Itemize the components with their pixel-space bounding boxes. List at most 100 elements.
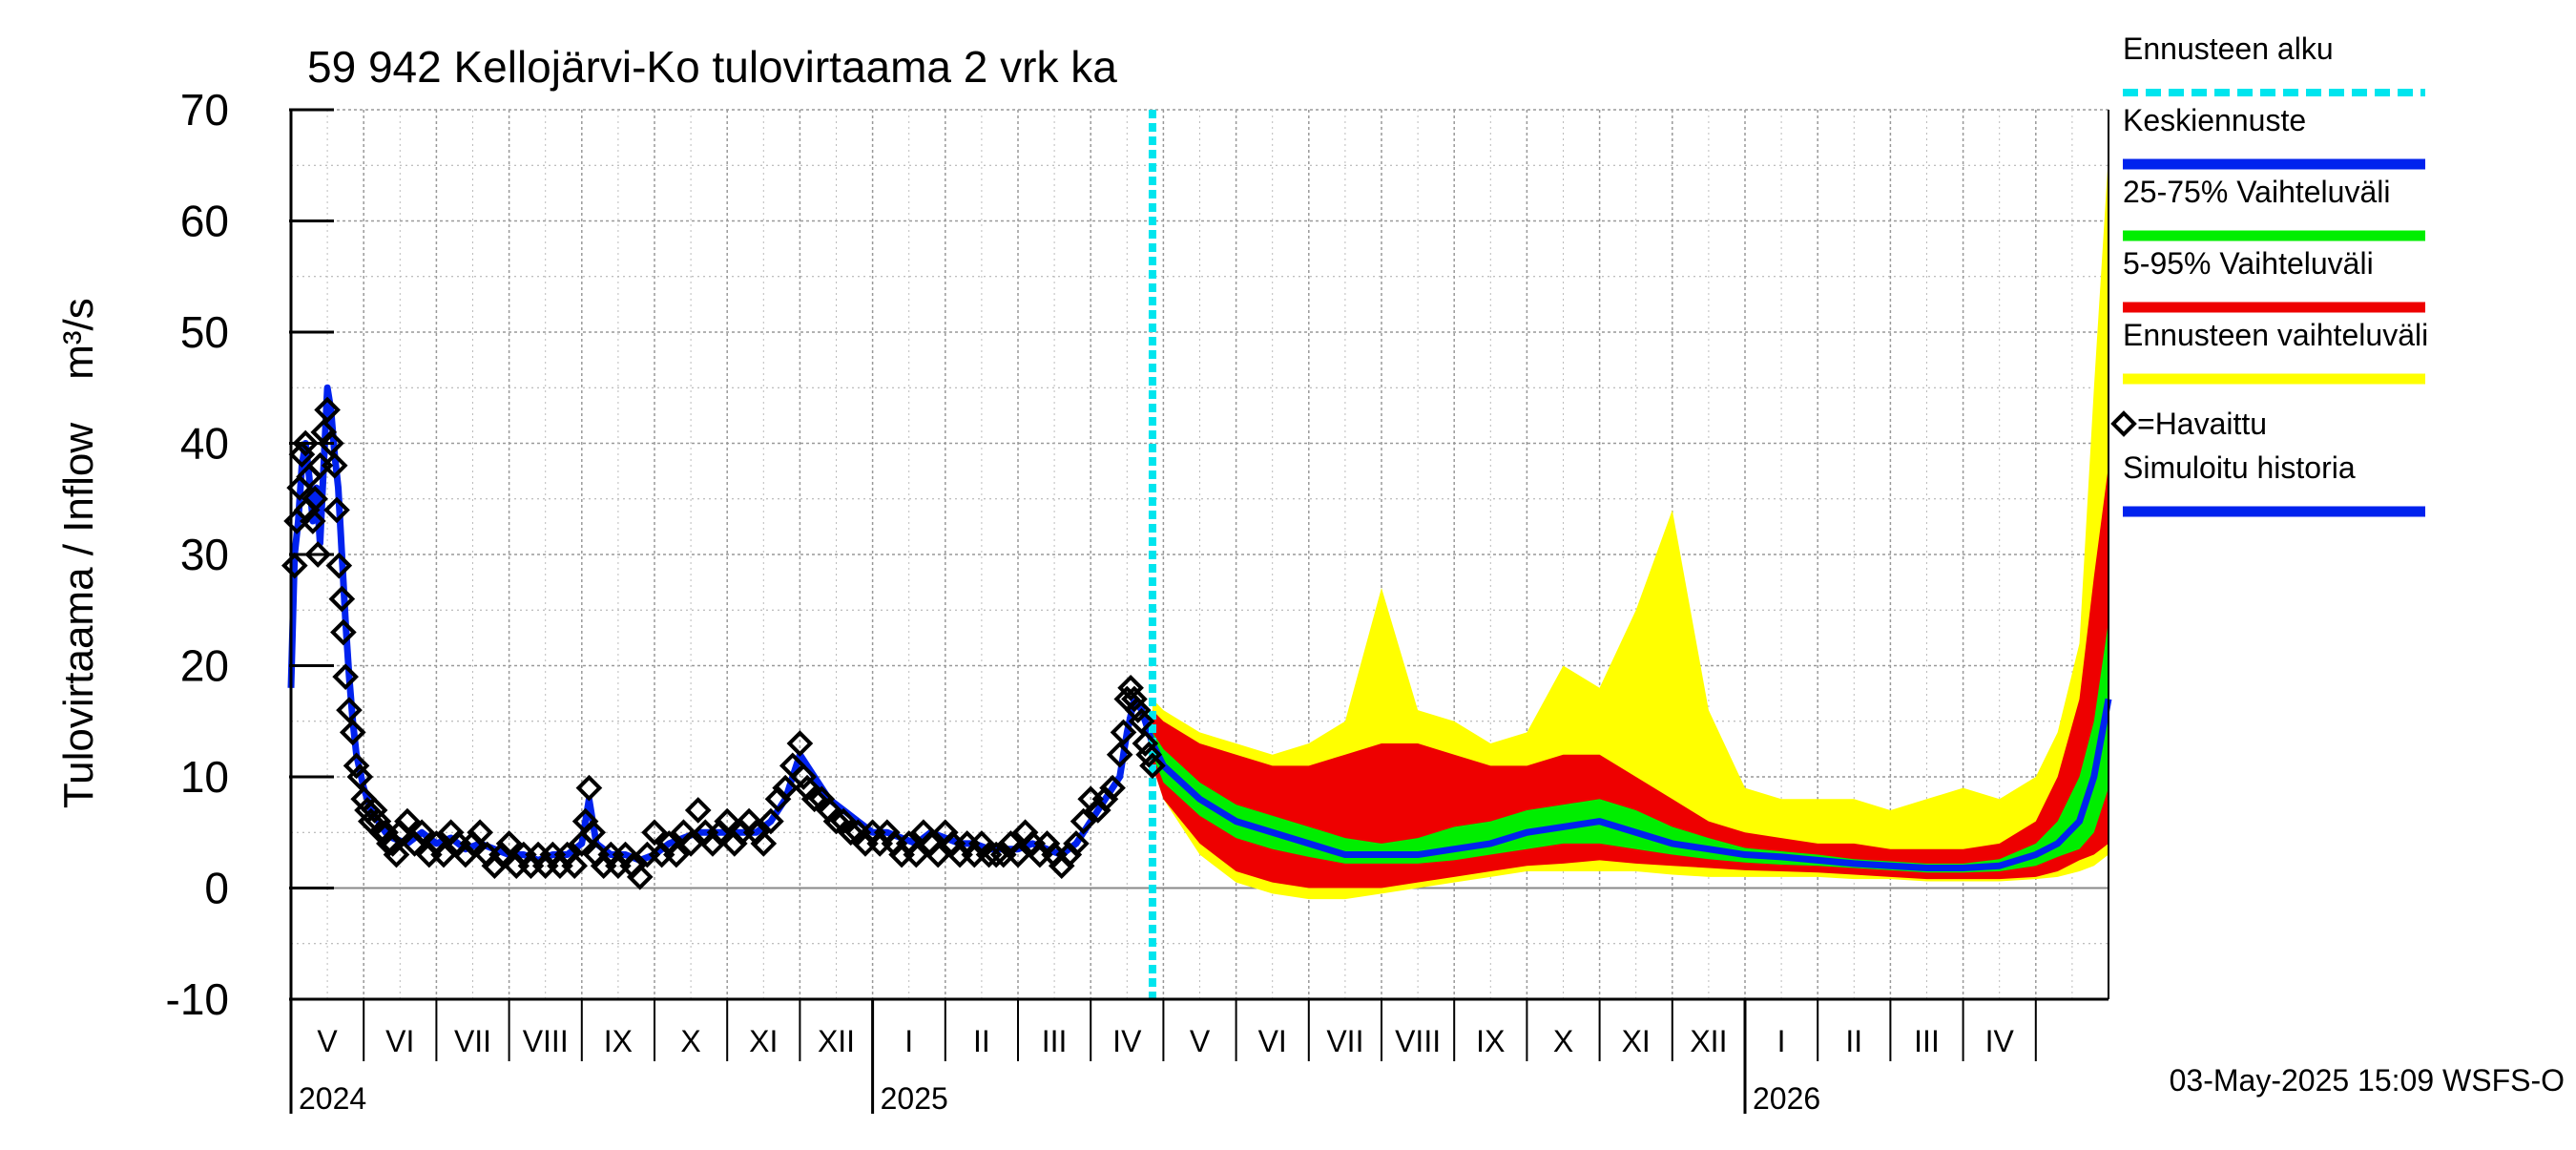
observed-point (343, 752, 370, 780)
simulated-history-line (287, 384, 1156, 864)
observed-point (1106, 741, 1133, 768)
observed-points (280, 396, 1166, 890)
y-tick-labels: -10 0 10 20 30 40 50 60 70 (166, 85, 229, 1024)
y-axis-title: Tulovirtaama / Inflow (55, 423, 102, 809)
y-tick-label: 0 (204, 864, 229, 913)
observed-point (575, 774, 603, 802)
observed-point (336, 697, 363, 723)
legend-label: 5-95% Vaihteluväli (2123, 246, 2374, 281)
month-label: V (317, 1024, 338, 1058)
month-label: IV (1112, 1024, 1142, 1058)
legend-label: 25-75% Vaihteluväli (2123, 175, 2390, 209)
month-label: VI (385, 1024, 414, 1058)
observed-point (837, 819, 864, 847)
band-25-75 (1152, 620, 2109, 873)
observed-point (1110, 719, 1137, 746)
forecast-range-band (1152, 154, 2109, 900)
observed-point (641, 819, 668, 847)
month-label: II (973, 1024, 990, 1058)
y-tick-label: 10 (180, 752, 229, 802)
observed-point (1070, 807, 1097, 835)
month-label: VI (1258, 1024, 1287, 1058)
y-tick-label: 20 (180, 641, 229, 691)
observed-point (561, 852, 589, 880)
month-label: I (1777, 1024, 1786, 1058)
x-tick-labels: V VI VII VIII IX X XI XII I II III IV V VI VII VIII IX X X… (299, 1024, 2014, 1116)
observed-point (758, 807, 784, 835)
observed-point (1139, 752, 1166, 780)
observed-point (467, 819, 493, 847)
month-label: IX (1476, 1024, 1505, 1058)
observed-point (786, 730, 814, 757)
band-5-95 (1152, 465, 2109, 889)
observed-point (321, 451, 348, 479)
month-label: VII (454, 1024, 491, 1058)
legend-label: Keskiennuste (2123, 103, 2306, 137)
timestamp-footer: 03-May-2025 15:09 WSFS-O (2170, 1063, 2565, 1098)
legend-label: =Havaittu (2137, 407, 2267, 441)
observed-point (339, 719, 366, 746)
month-label: VIII (523, 1024, 569, 1058)
observed-point (300, 508, 326, 534)
observed-point (1099, 774, 1126, 802)
observed-point (772, 774, 799, 802)
observed-point (394, 807, 421, 835)
year-label: 2025 (881, 1081, 948, 1116)
y-tick-label: 60 (180, 197, 229, 246)
observed-point (903, 841, 930, 868)
observed-point (800, 785, 828, 813)
observed-point (714, 807, 741, 835)
observed-point (314, 396, 341, 424)
observed-point (983, 841, 1009, 868)
y-tick-label: 50 (180, 307, 229, 357)
legend-label: Ennusteen vaihteluväli (2123, 318, 2428, 352)
observed-point (1128, 707, 1155, 735)
legend-label: Simuloitu historia (2123, 450, 2356, 485)
observed-point (318, 429, 344, 457)
y-tick-label: 70 (180, 85, 229, 135)
legend-observed-marker (2110, 410, 2137, 437)
month-label: I (904, 1024, 913, 1058)
observed-point (1124, 697, 1152, 723)
observed-point (663, 841, 690, 868)
observed-point (332, 663, 359, 690)
y-tick-label: 30 (180, 530, 229, 579)
y-axis-label: Tulovirtaama / Inflow m³/s (55, 298, 102, 808)
observed-point (1117, 674, 1144, 701)
observed-point (361, 797, 388, 824)
month-label: IX (604, 1024, 633, 1058)
observed-point (1135, 741, 1162, 768)
observed-point (1005, 841, 1031, 868)
month-label: VIII (1395, 1024, 1441, 1058)
observed-point (924, 841, 952, 868)
observed-point (292, 429, 320, 457)
year-label: 2024 (299, 1081, 366, 1116)
month-label: VII (1326, 1024, 1363, 1058)
observed-point (822, 807, 850, 835)
observed-point (626, 864, 654, 890)
month-label: III (1042, 1024, 1068, 1058)
observed-point (301, 485, 328, 512)
month-label: XII (818, 1024, 855, 1058)
observed-point (790, 763, 818, 790)
legend: Ennusteen alku Keskiennuste 25-75% Vaihtel… (2110, 31, 2428, 517)
month-label: X (1553, 1024, 1573, 1058)
chart-title: 59 942 Kellojärvi-Ko tulovirtaama 2 vrk … (307, 42, 1117, 92)
observed-point (750, 830, 778, 857)
axes (289, 108, 2109, 1114)
observed-point (280, 552, 308, 579)
y-axis-unit: m³/s (55, 298, 102, 380)
observed-point (1063, 830, 1090, 857)
y-tick-label: 40 (180, 419, 229, 469)
observed-point (346, 763, 374, 790)
month-label: XII (1690, 1024, 1727, 1058)
observed-point (325, 552, 353, 579)
month-label: III (1914, 1024, 1940, 1058)
observed-point (408, 819, 435, 847)
forecast-bands (1152, 154, 2109, 900)
observed-point (328, 585, 356, 613)
month-label: XI (749, 1024, 778, 1058)
month-label: XI (1622, 1024, 1651, 1058)
